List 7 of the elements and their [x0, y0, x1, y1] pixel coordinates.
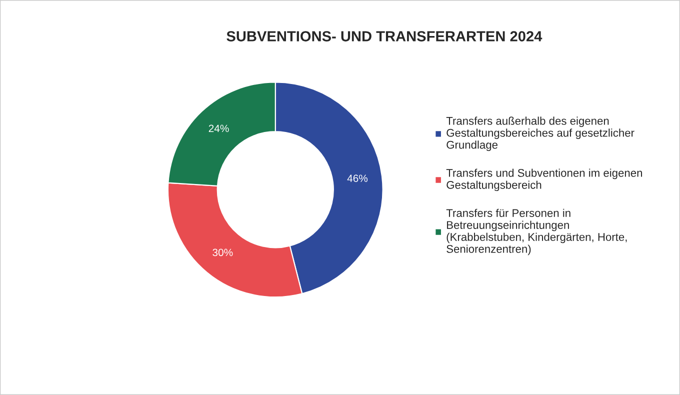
- legend-label: Transfers außerhalb des eigenen Gestaltungsbereiches auf gesetzlicher Grundlage: [446, 116, 634, 151]
- legend-label: Transfers und Subventionen im eigenen Gestaltungsbereich: [446, 168, 642, 192]
- data-label: 30%: [212, 248, 233, 256]
- data-label: 24%: [208, 124, 229, 132]
- legend-label: Transfers für Personen in Betreuungseinrichtungen (Krabbelstuben, Kindergärten, Horte, Seniorenzentren): [446, 208, 627, 256]
- data-label: 46%: [347, 174, 368, 182]
- chart-title: SUBVENTIONS- UND TRANSFERARTEN 2024: [226, 31, 542, 42]
